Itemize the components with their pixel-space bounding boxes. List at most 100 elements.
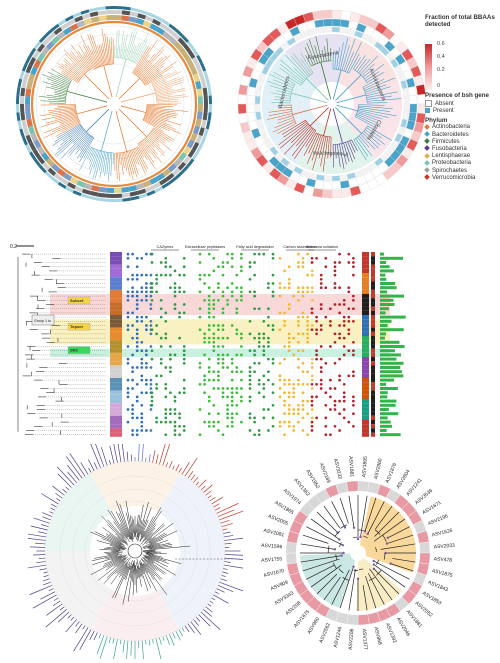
matrix-dot bbox=[292, 336, 296, 340]
matrix-dot bbox=[262, 416, 266, 420]
matrix-dot bbox=[226, 298, 229, 302]
side-bar bbox=[380, 261, 387, 264]
outer-bar bbox=[190, 621, 202, 635]
right-color-cell bbox=[362, 403, 369, 408]
fraction-gradient-bar bbox=[425, 44, 432, 91]
tree-branch bbox=[335, 107, 362, 134]
matrix-dot bbox=[287, 349, 291, 353]
tree-branch bbox=[139, 516, 154, 542]
tree-leaf bbox=[78, 44, 93, 69]
tree-leaf bbox=[63, 49, 86, 74]
tree-leaf bbox=[64, 58, 84, 76]
heat-ring-cell bbox=[322, 189, 333, 199]
right-color-cell bbox=[362, 373, 369, 378]
matrix-dot bbox=[150, 349, 154, 353]
presence-item: Absent bbox=[425, 99, 497, 108]
matrix-dot bbox=[271, 282, 275, 285]
tree-arc bbox=[77, 67, 93, 83]
matrix-dot bbox=[230, 361, 234, 365]
matrix-dot bbox=[145, 315, 148, 319]
outer-bar bbox=[213, 594, 229, 604]
right-color-cell bbox=[371, 382, 375, 387]
right-color-cell bbox=[362, 268, 369, 273]
phylum-swatch bbox=[424, 152, 430, 159]
tree-leaf bbox=[79, 137, 95, 163]
tree-leaf bbox=[76, 55, 89, 71]
ring-segment bbox=[16, 104, 20, 113]
right-color-cell bbox=[371, 407, 375, 412]
matrix-dot bbox=[230, 370, 234, 374]
outer-bar bbox=[216, 503, 239, 514]
panel-b-legend: Fraction of total BBAAs detected 0.6 0.4… bbox=[424, 14, 497, 182]
matrix-dot bbox=[203, 378, 206, 382]
matrix-dot bbox=[140, 416, 144, 420]
matrix-dot bbox=[140, 290, 144, 294]
matrix-dot bbox=[329, 307, 332, 311]
matrix-dot bbox=[240, 256, 243, 260]
phylum-swatch bbox=[424, 174, 430, 181]
right-color-cell bbox=[362, 281, 369, 286]
matrix-dot bbox=[203, 336, 206, 340]
tree-branch bbox=[144, 510, 162, 538]
matrix-dot bbox=[226, 424, 229, 428]
right-color-cell bbox=[362, 289, 369, 294]
tree-leaf bbox=[41, 112, 77, 121]
tree-leaf bbox=[314, 45, 321, 63]
matrix-dot bbox=[333, 265, 337, 269]
tree-branch bbox=[129, 560, 133, 570]
outer-bar bbox=[108, 637, 111, 644]
ring-segment bbox=[135, 18, 145, 26]
matrix-dot bbox=[319, 277, 323, 281]
matrix-dot bbox=[310, 286, 314, 290]
taxonomy-cell bbox=[110, 394, 122, 399]
tree-leaf bbox=[139, 64, 153, 79]
tree-branch bbox=[135, 524, 137, 538]
outer-bar bbox=[224, 557, 243, 560]
matrix-dot bbox=[240, 353, 243, 357]
matrix-dot bbox=[235, 286, 239, 290]
ring-segment bbox=[121, 192, 131, 198]
right-color-cell bbox=[362, 256, 369, 261]
matrix-dot bbox=[297, 315, 300, 319]
tree-leaf bbox=[358, 105, 393, 110]
tree-leaf bbox=[152, 71, 177, 85]
side-bar bbox=[380, 391, 388, 395]
tree-leaf bbox=[153, 77, 178, 88]
matrix-dot bbox=[310, 420, 314, 424]
tree-leaf bbox=[44, 120, 80, 138]
tree-arc bbox=[94, 63, 114, 70]
matrix-dot bbox=[248, 261, 252, 264]
matrix-dot bbox=[352, 395, 355, 399]
node-marker bbox=[389, 562, 392, 565]
tree-leaf bbox=[358, 59, 371, 74]
leaf-label: ASV1974 bbox=[282, 488, 302, 506]
tree-leaf bbox=[146, 109, 177, 117]
matrix-dot bbox=[235, 387, 239, 390]
matrix-dot bbox=[159, 357, 163, 361]
tree-leaf bbox=[334, 144, 337, 159]
tree-leaf bbox=[145, 112, 169, 120]
ring-cell bbox=[402, 87, 409, 97]
matrix-dot bbox=[149, 387, 153, 390]
ring-segment bbox=[171, 167, 181, 177]
matrix-dot bbox=[240, 269, 243, 273]
matrix-dot bbox=[306, 273, 309, 277]
tree-leaf bbox=[337, 144, 341, 168]
tree-leaf bbox=[144, 117, 181, 135]
tree-branch bbox=[150, 545, 173, 550]
side-bar bbox=[380, 315, 406, 319]
tree-branch bbox=[339, 566, 354, 609]
matrix-dot bbox=[253, 336, 256, 340]
ring-segment bbox=[196, 144, 203, 153]
tree-branch bbox=[140, 519, 146, 535]
tree-leaf bbox=[123, 46, 128, 59]
ring-segment bbox=[33, 158, 42, 167]
ring-segment bbox=[138, 9, 148, 15]
matrix-dot bbox=[207, 340, 211, 344]
matrix-dot bbox=[145, 391, 148, 395]
outer-bar bbox=[159, 637, 162, 645]
tree-leaf bbox=[141, 55, 171, 81]
matrix-dot bbox=[235, 273, 239, 277]
tree-leaf bbox=[135, 38, 149, 63]
